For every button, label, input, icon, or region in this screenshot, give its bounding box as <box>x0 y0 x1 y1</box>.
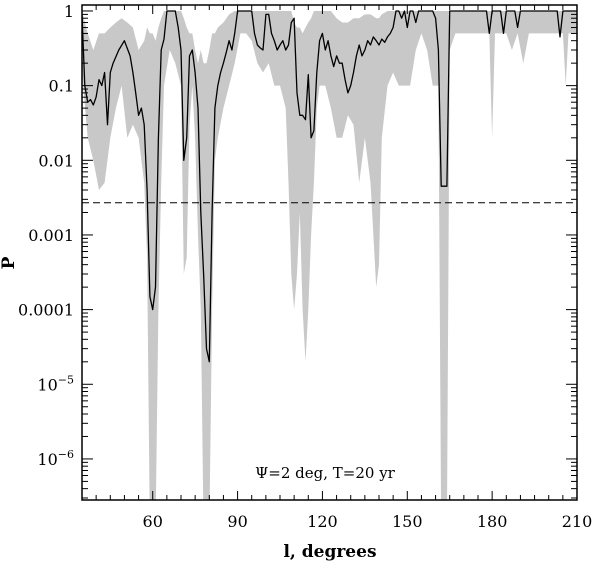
y-tick-label: 0.1 <box>49 77 74 96</box>
plot-frame <box>81 4 578 501</box>
tick-label-layer: 60 90 120 150 180 210 1 0.1 0.01 0.001 0.0001 10−5 1… <box>18 2 592 531</box>
y-tick-label: 0.0001 <box>18 301 74 320</box>
spread-band <box>82 11 577 500</box>
y-axis-title: P <box>0 256 19 269</box>
y-tick-label: 10−6 <box>37 448 74 469</box>
median-line <box>82 10 577 363</box>
y-tick-exponent: −6 <box>58 448 74 461</box>
y-tick-label: 1 <box>64 2 74 21</box>
x-tick-label: 90 <box>227 512 247 531</box>
x-tick-label: 180 <box>477 512 508 531</box>
x-axis-title: l, degrees <box>283 542 376 562</box>
tick-layer <box>82 5 578 500</box>
x-tick-label: 120 <box>307 512 338 531</box>
median-line-layer <box>82 10 577 363</box>
y-tick-label: 10−5 <box>37 373 74 394</box>
x-tick-label: 150 <box>392 512 423 531</box>
x-tick-label: 60 <box>143 512 163 531</box>
x-tick-label: 210 <box>562 512 593 531</box>
spread-band-layer <box>82 11 577 500</box>
y-tick-exponent: −5 <box>58 373 74 386</box>
y-tick-label: 0.001 <box>28 226 74 245</box>
y-tick-label: 0.01 <box>38 151 74 170</box>
annotation-text: Ψ=2 deg, T=20 yr <box>255 464 396 482</box>
